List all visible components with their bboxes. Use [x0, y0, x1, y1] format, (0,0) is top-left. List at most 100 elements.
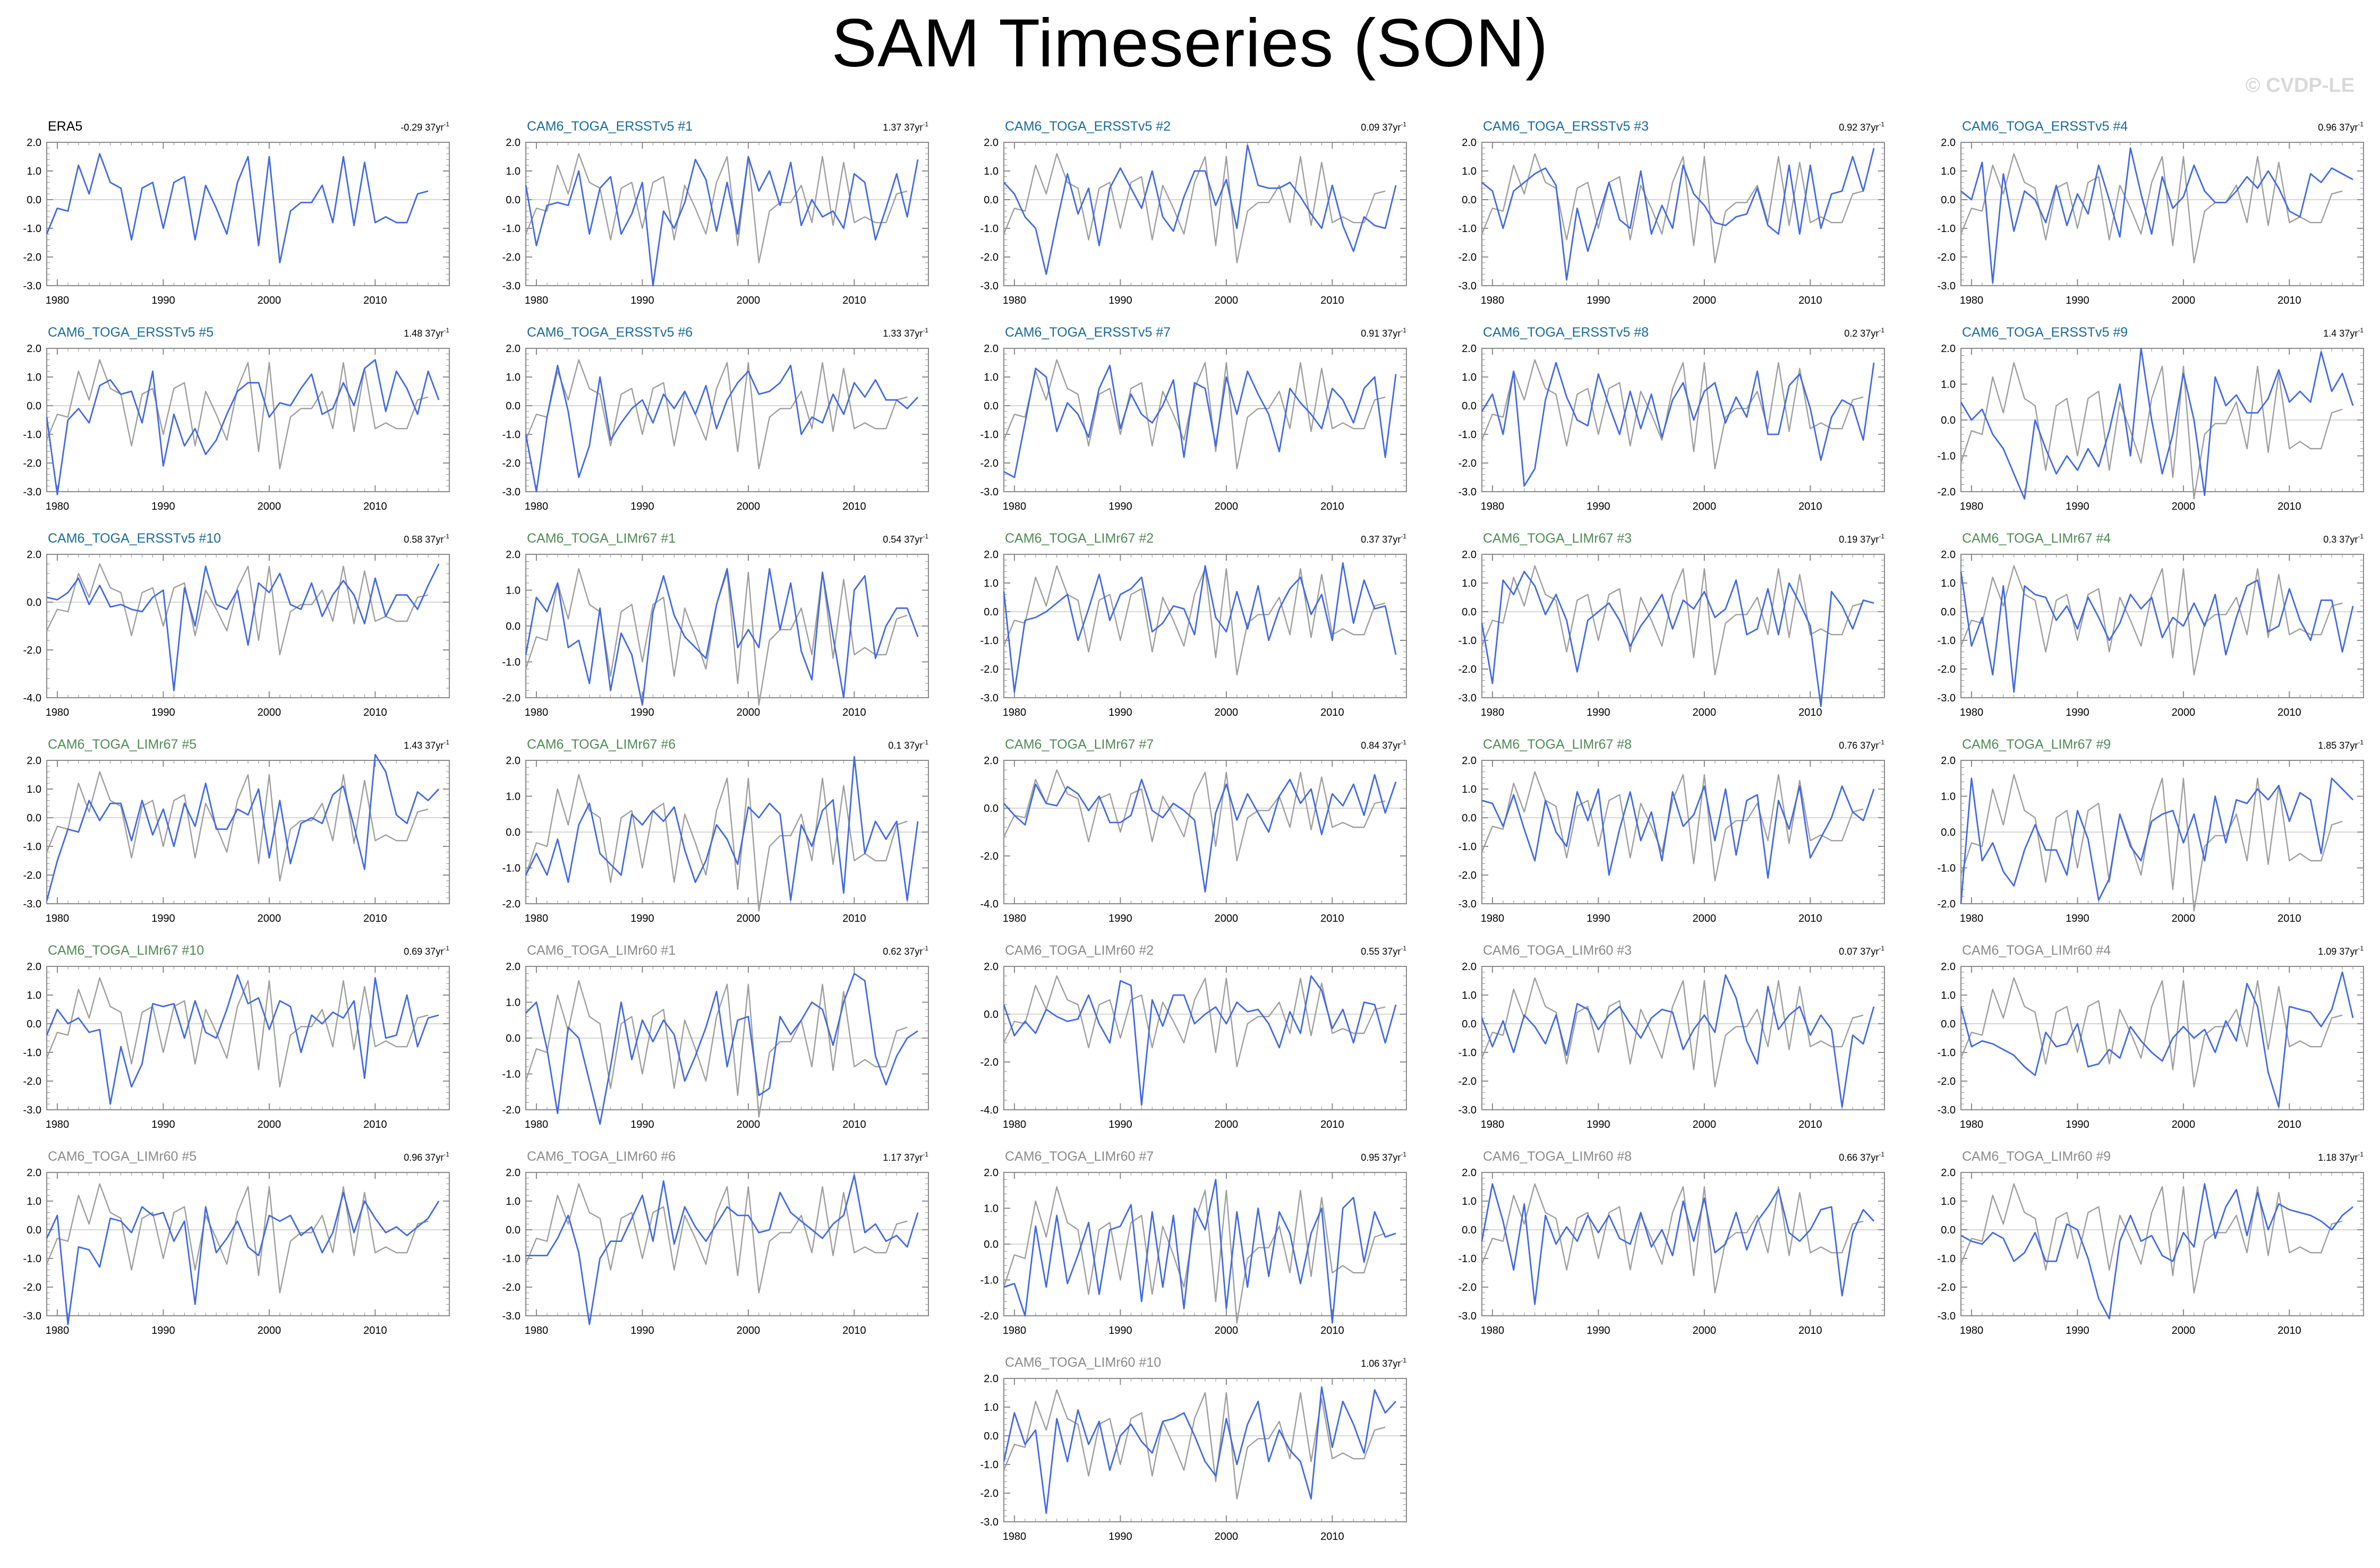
trend-exponent: -1 [1401, 121, 1406, 128]
x-tick-label: 1980 [1481, 1325, 1505, 1336]
y-tick-label: 0.0 [1941, 1018, 1956, 1030]
panel-title: CAM6_TOGA_LIMr60 #8 [1483, 1149, 1632, 1164]
y-tick-label: 0.0 [1941, 827, 1956, 838]
y-tick-label: -3.0 [1458, 898, 1477, 910]
panel: CAM6_TOGA_LIMr60 #10 1.06 37yr-1 2.0 1.0 0.0… [980, 1355, 1407, 1543]
reference-series-line [1481, 359, 1864, 469]
panel: CAM6_TOGA_ERSSTv5 #7 0.91 37yr-1 2.0 1.0 0.0… [980, 325, 1407, 512]
y-tick-label: -1.0 [1458, 841, 1477, 853]
model-series-line [525, 156, 919, 287]
y-tick-label: -3.0 [1938, 1310, 1956, 1322]
y-tick-label: -3.0 [23, 898, 41, 910]
panel-title: CAM6_TOGA_LIMr67 #4 [1962, 531, 2111, 546]
y-tick-label: -2.0 [1938, 898, 1956, 910]
x-tick-label: 1980 [1003, 707, 1027, 718]
x-tick-label: 2000 [2172, 1325, 2196, 1336]
x-tick-label: 2000 [258, 913, 281, 924]
y-tick-label: -2.0 [23, 252, 41, 263]
x-tick-label: 1990 [2066, 501, 2089, 512]
x-tick-label: 1980 [1960, 295, 1984, 306]
x-tick-label: 1980 [1481, 295, 1505, 306]
panel: ERA5 -0.29 37yr-1 2.0 1.0 0.0 -1.0 -2.0 -3.0 198… [23, 119, 450, 306]
panel: CAM6_TOGA_LIMr67 #3 0.19 37yr-1 2.0 1.0 0.0 -… [1458, 531, 1885, 718]
x-tick-label: 1980 [1003, 1119, 1027, 1130]
y-tick-label: -3.0 [502, 280, 521, 292]
y-tick-label: -1.0 [1458, 429, 1477, 441]
y-tick-label: -2.0 [980, 1488, 999, 1500]
plot-frame [46, 966, 450, 1110]
x-tick-label: 2000 [1215, 295, 1239, 306]
y-tick-label: -2.0 [1458, 664, 1477, 675]
y-tick-label: -3.0 [1458, 280, 1477, 292]
reference-series-line [46, 977, 429, 1088]
trend-exponent: -1 [443, 945, 449, 952]
x-tick-label: 2000 [258, 295, 281, 306]
x-tick-label: 2010 [842, 501, 866, 512]
y-tick-label: 0.0 [27, 812, 41, 824]
panel: CAM6_TOGA_LIMr60 #9 1.18 37yr-1 2.0 1.0 0.0 -… [1938, 1149, 2364, 1336]
x-tick-label: 2010 [842, 707, 866, 718]
y-tick-label: -2.0 [502, 692, 521, 704]
model-series-line [1960, 777, 2354, 904]
trend-exponent: -1 [1401, 1357, 1406, 1364]
y-tick-label: 1.0 [1462, 784, 1477, 795]
x-tick-label: 1990 [1108, 1531, 1132, 1543]
model-series-line [526, 1174, 919, 1325]
y-tick-label: 0.0 [506, 827, 521, 838]
y-tick-label: 2.0 [1462, 137, 1477, 149]
y-tick-label: 1.0 [27, 372, 41, 383]
x-tick-label: 1980 [46, 501, 70, 512]
trend-exponent: -1 [1401, 945, 1406, 952]
y-tick-label: -1.0 [23, 223, 41, 235]
x-tick-label: 2010 [363, 1119, 387, 1130]
y-tick-label: -2.0 [502, 458, 521, 469]
y-tick-label: 1.0 [1462, 578, 1477, 589]
x-tick-label: 2010 [1798, 1119, 1822, 1130]
panel: CAM6_TOGA_LIMr60 #2 0.55 37yr-1 2.0 0.0 -2.0… [980, 943, 1407, 1130]
panel-title: CAM6_TOGA_LIMr67 #5 [48, 737, 197, 752]
x-tick-label: 1980 [46, 1325, 70, 1336]
x-tick-label: 1990 [2066, 913, 2089, 924]
panel-title: CAM6_TOGA_ERSSTv5 #5 [48, 325, 214, 340]
x-tick-label: 1980 [1003, 501, 1027, 512]
reference-series-line [46, 771, 429, 882]
y-tick-label: 0.0 [1462, 1018, 1477, 1030]
y-tick-label: 0.0 [984, 1430, 999, 1442]
model-series-line [1003, 1386, 1397, 1514]
y-tick-label: 1.0 [1941, 1196, 1956, 1207]
y-tick-label: 2.0 [506, 137, 521, 149]
model-series-line [1960, 147, 2353, 284]
trend-exponent: -1 [1401, 739, 1406, 746]
x-tick-label: 1990 [1108, 501, 1132, 512]
trend-label: 0.84 37yr-1 [1361, 739, 1406, 751]
y-tick-label: -1.0 [23, 429, 41, 441]
y-tick-label: 1.0 [1462, 372, 1477, 383]
trend-label: 1.17 37yr-1 [883, 1151, 928, 1163]
y-tick-label: -3.0 [1938, 280, 1956, 292]
x-tick-label: 1990 [151, 1325, 175, 1336]
model-series-line [1481, 974, 1875, 1108]
y-tick-label: 0.0 [506, 1224, 521, 1236]
x-tick-label: 2000 [737, 295, 761, 306]
y-tick-label: -2.0 [1938, 486, 1956, 498]
y-tick-label: 2.0 [1941, 137, 1956, 149]
y-tick-label: 2.0 [27, 1167, 41, 1179]
panel: CAM6_TOGA_LIMr60 #7 0.95 37yr-1 2.0 1.0 0.0 -… [980, 1149, 1407, 1336]
x-tick-label: 2000 [2172, 913, 2196, 924]
y-tick-label: -1.0 [23, 1047, 41, 1059]
reference-series-line [1481, 977, 1864, 1088]
reference-series-line [1003, 153, 1386, 263]
y-tick-label: 1.0 [27, 1196, 41, 1207]
y-tick-label: -1.0 [980, 1459, 999, 1471]
panel-title: CAM6_TOGA_LIMr67 #1 [527, 531, 676, 546]
trend-exponent: -1 [1879, 121, 1884, 128]
y-tick-label: -1.0 [1938, 451, 1956, 462]
x-tick-label: 2010 [2277, 1119, 2301, 1130]
y-tick-label: -2.0 [1938, 1076, 1956, 1087]
y-tick-label: 2.0 [1462, 549, 1477, 561]
y-tick-label: -3.0 [1938, 692, 1956, 704]
x-tick-label: 2000 [1693, 707, 1717, 718]
y-tick-label: 2.0 [1941, 755, 1956, 767]
reference-series-line [1003, 1389, 1386, 1500]
y-tick-label: 2.0 [1941, 1167, 1956, 1179]
